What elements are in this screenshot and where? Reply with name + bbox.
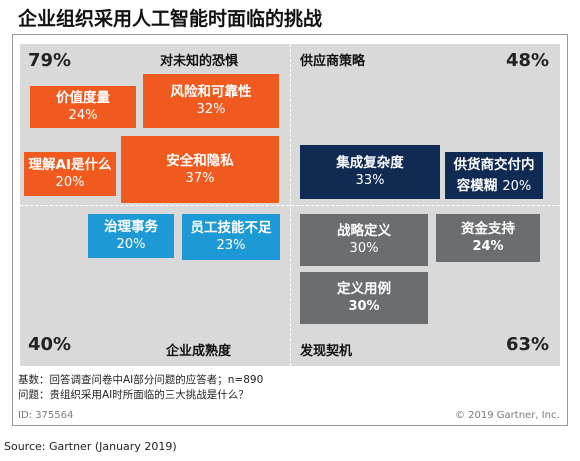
challenge-box-staff-skills: 员工技能不足 23% — [182, 214, 280, 260]
challenge-label: 价值度量 — [56, 90, 110, 107]
challenge-box-security-privacy: 安全和隐私 37% — [121, 136, 279, 203]
note-question: 问题：贵组织采用AI时所面临的三大挑战是什么？ — [18, 389, 249, 401]
note-base: 基数：回答调查问卷中AI部分问题的应答者；n=890 — [18, 374, 264, 386]
copyright: © 2019 Gartner, Inc. — [455, 410, 560, 421]
challenge-box-strategy-definition: 战略定义 30% — [300, 214, 428, 266]
quadrant-fear-percent: 79% — [28, 50, 72, 71]
quadrant-maturity-label: 企业成熟度 — [166, 344, 232, 359]
source-line: Source: Gartner (January 2019) — [4, 440, 177, 453]
challenge-label: 定义用例 — [337, 281, 391, 298]
challenge-box-governance: 治理事务 20% — [88, 214, 174, 258]
quadrant-divider-horizontal — [20, 205, 560, 206]
challenge-label: 资金支持 — [461, 221, 515, 238]
challenge-box-integration-complexity: 集成复杂度 33% — [300, 145, 440, 199]
challenge-label: 风险和可靠性 — [170, 84, 252, 101]
challenge-value: 20% — [116, 237, 146, 253]
challenge-value: 37% — [185, 170, 215, 186]
challenge-box-understand-ai: 理解AI是什么 20% — [24, 152, 116, 196]
quadrant-opportunity-label: 发现契机 — [300, 344, 353, 359]
challenge-box-use-cases: 定义用例 30% — [300, 272, 428, 324]
challenge-value: 30% — [349, 241, 379, 257]
challenge-value: 33% — [355, 173, 385, 189]
challenge-label: 集成复杂度 — [336, 155, 404, 172]
challenge-label: 员工技能不足 — [190, 220, 272, 237]
quadrant-vendor-percent: 48% — [506, 50, 550, 71]
challenge-value: 32% — [196, 102, 226, 118]
challenge-label: 供货商交付内 — [453, 156, 535, 173]
quadrant-vendor-label: 供应商策略 — [300, 54, 366, 69]
chart-title: 企业组织采用人工智能时面临的挑战 — [18, 8, 323, 30]
challenge-value: 24% — [68, 108, 98, 124]
challenge-box-vendor-deliverables: 供货商交付内 容模糊 20% — [445, 152, 543, 199]
quadrant-opportunity-percent: 63% — [506, 334, 550, 355]
chart-id: ID: 375564 — [18, 410, 74, 421]
challenge-box-value-measurement: 价值度量 24% — [30, 86, 136, 128]
challenge-label: 安全和隐私 — [166, 152, 234, 169]
challenge-value: 24% — [472, 239, 504, 255]
challenge-box-risk-reliability: 风险和可靠性 32% — [143, 74, 279, 128]
challenge-box-funding: 资金支持 24% — [436, 214, 540, 262]
challenge-label: 治理事务 — [104, 219, 158, 236]
challenge-value: 20% — [55, 175, 85, 191]
challenge-label: 容模糊 — [456, 177, 498, 194]
quadrant-fear-label: 对未知的恐惧 — [160, 54, 239, 69]
challenge-value: 30% — [348, 299, 380, 315]
challenge-label: 战略定义 — [337, 223, 391, 240]
challenge-label: 理解AI是什么 — [28, 157, 112, 174]
challenge-value: 23% — [216, 238, 246, 254]
challenge-value: 20% — [502, 178, 532, 194]
quadrant-maturity-percent: 40% — [28, 334, 72, 355]
